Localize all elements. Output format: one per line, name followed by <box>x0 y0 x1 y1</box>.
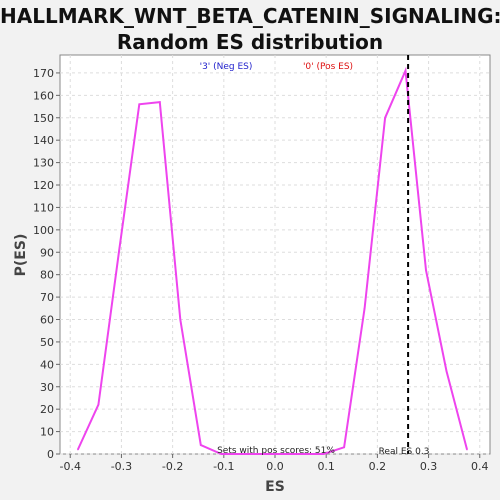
y-tick-label: 40 <box>40 358 54 371</box>
data-point <box>77 448 79 451</box>
data-point <box>281 453 284 455</box>
x-tick-label: 0.2 <box>369 460 387 473</box>
y-axis-ticks: 0 10 20 30 40 50 60 70 80 90 100 110 120 130 140 150 160… <box>33 67 60 461</box>
x-tick-label: 0.0 <box>266 460 284 473</box>
data-point <box>138 103 141 106</box>
y-tick-label: 130 <box>33 157 54 170</box>
data-point <box>322 453 325 455</box>
series-layer <box>76 66 468 455</box>
y-tick-label: 60 <box>40 314 54 327</box>
data-point <box>425 269 427 271</box>
real-es-annotation: Real ES 0.3 <box>379 447 430 457</box>
y-tick-label: 50 <box>40 336 54 349</box>
y-tick-label: 80 <box>40 269 54 282</box>
y-tick-label: 140 <box>33 134 54 147</box>
chart-title-line-1: HALLMARK_WNT_BETA_CATENIN_SIGNALING: <box>0 4 500 28</box>
y-axis-title: P(ES) <box>13 234 29 277</box>
y-tick-label: 120 <box>33 179 54 192</box>
data-point <box>97 403 100 406</box>
data-point <box>404 69 407 72</box>
data-point <box>384 116 386 119</box>
pos-scores-annotation: Sets with pos scores: 51% <box>217 446 335 456</box>
data-point <box>179 318 182 321</box>
chart-title-line-2: Random ES distribution <box>116 30 384 54</box>
x-tick-label: 0.4 <box>471 460 489 473</box>
y-tick-label: 160 <box>33 89 54 102</box>
x-axis-ticks: -0.4 -0.3 -0.2 -0.1 0.0 0.1 0.2 0.3 0.4 <box>60 454 489 473</box>
data-point <box>343 446 345 449</box>
x-tick-label: 0.3 <box>420 460 438 473</box>
x-tick-label: -0.3 <box>111 460 132 473</box>
data-point <box>240 453 243 455</box>
data-point <box>261 453 264 455</box>
x-tick-label: -0.2 <box>162 460 183 473</box>
legend-neg-es: '3' (Neg ES) <box>200 62 253 72</box>
y-tick-label: 70 <box>40 291 54 304</box>
y-tick-label: 20 <box>40 403 54 416</box>
data-point <box>118 251 120 254</box>
chart-title: HALLMARK_WNT_BETA_CATENIN_SIGNALING: Ran… <box>0 3 500 55</box>
data-point <box>363 307 366 310</box>
data-point <box>302 453 304 455</box>
y-tick-label: 30 <box>40 381 54 394</box>
data-point <box>220 453 223 455</box>
legend-pos-es: '0' (Pos ES) <box>303 62 353 72</box>
grid <box>60 55 490 455</box>
y-tick-label: 150 <box>33 112 54 125</box>
y-tick-label: 110 <box>33 201 54 214</box>
data-point <box>199 444 202 446</box>
data-point <box>445 370 448 372</box>
y-tick-label: 100 <box>33 224 54 237</box>
y-tick-label: 10 <box>40 426 54 439</box>
data-point <box>466 448 468 451</box>
x-tick-label: -0.1 <box>213 460 234 473</box>
data-point <box>159 101 161 103</box>
x-tick-label: -0.4 <box>60 460 81 473</box>
x-tick-label: 0.1 <box>317 460 335 473</box>
es-distribution-line <box>76 66 468 455</box>
y-tick-label: 0 <box>47 448 54 461</box>
x-axis-title: ES <box>265 479 285 495</box>
y-tick-label: 90 <box>40 246 54 259</box>
y-tick-label: 170 <box>33 67 54 80</box>
